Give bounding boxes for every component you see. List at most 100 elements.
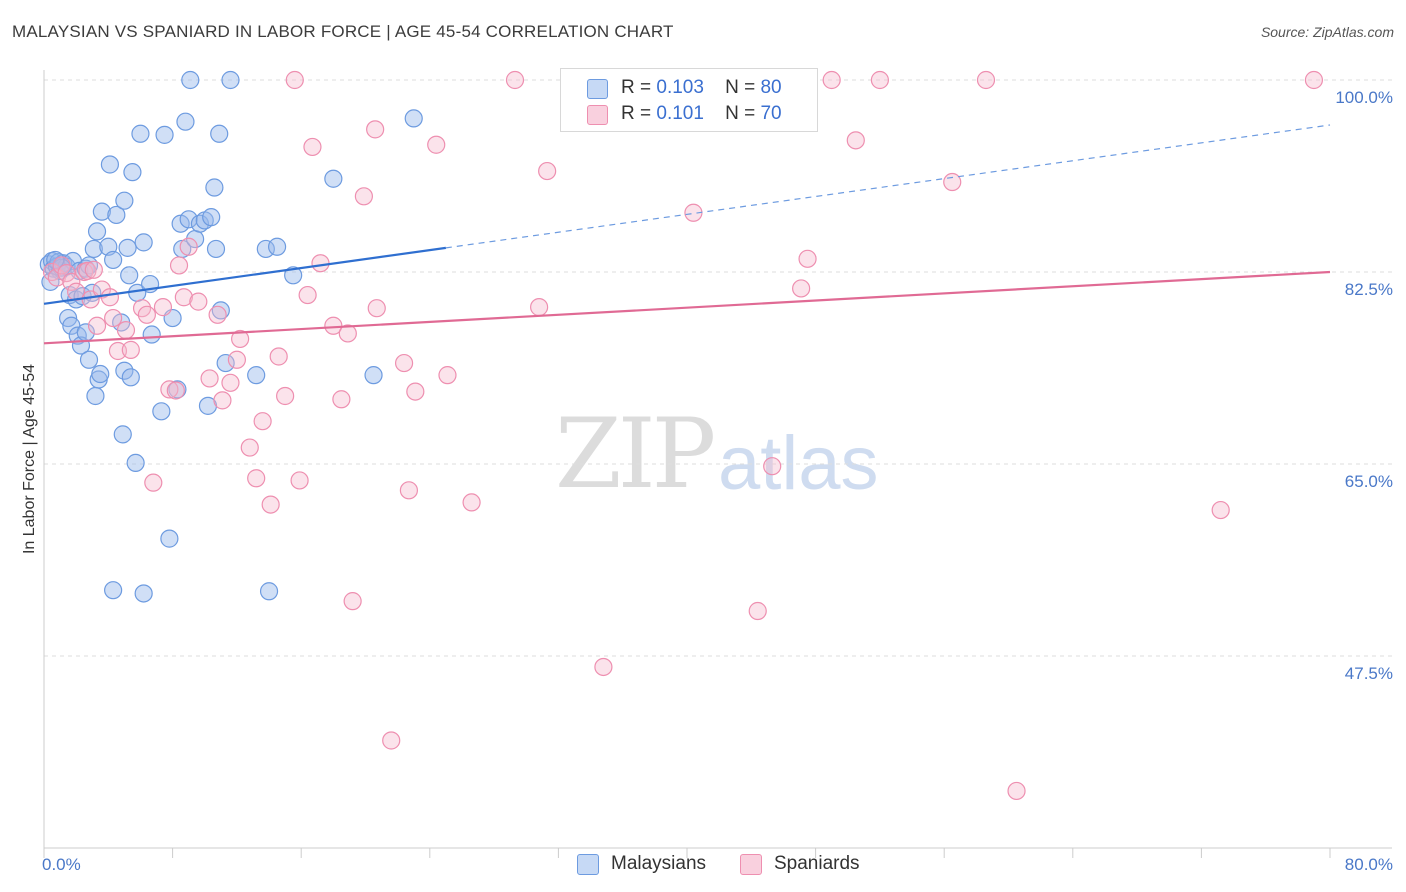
malaysian-point-20 [79,350,99,369]
chart-source: Source: ZipAtlas.com [1260,24,1394,40]
spaniard-point-18 [137,305,156,324]
spaniard-point-73 [976,70,996,90]
spaniard-point-50 [367,299,386,318]
legend-n-value: 80 [760,77,782,98]
y-tick-label-0: 100.0% [1335,88,1393,107]
malaysian-point-68 [134,584,153,603]
malaysian-point-30 [107,205,126,225]
spaniard-point-4 [62,272,81,291]
malaysian-point-44 [152,402,171,421]
spaniard-point-52 [394,353,414,373]
spaniard-point-34 [247,469,266,488]
malaysian-point-63 [221,70,240,90]
spaniard-point-40 [290,471,309,490]
malaysian-point-52 [179,210,198,229]
spaniard-point-36 [261,495,280,514]
malaysian-point-57 [202,208,221,227]
malaysian-point-76 [404,109,423,128]
legend-n-value: 70 [760,103,782,124]
spaniard-point-54 [406,382,425,401]
spaniard-point-12 [100,288,120,307]
spaniard-point-69 [822,70,841,90]
legend-text-malaysians: R = 0.103 N = 80 [621,77,782,99]
malaysian-point-32 [115,191,134,210]
malaysian-point-67 [104,581,123,600]
bottom-legend-label-malaysians: Malaysians [611,853,707,874]
legend-text-spaniards: R = 0.101 N = 70 [621,103,782,125]
malaysian-point-50 [176,112,195,131]
malaysian-point-64 [126,453,145,473]
spaniard-point-15 [116,321,136,340]
spaniard-point-46 [338,324,357,343]
spaniard-point-59 [530,298,549,317]
spaniard-point-35 [253,412,272,431]
y-tick-label-2: 65.0% [1345,472,1393,491]
malaysian-point-59 [206,239,226,259]
malaysian-point-25 [87,222,107,241]
spaniard-point-53 [399,481,419,500]
spaniard-point-55 [427,135,446,154]
spaniard-point-47 [343,592,362,611]
spaniard-point-51 [382,731,401,750]
x-tick-label-0: 0.0% [42,855,81,874]
malaysian-point-75 [364,366,383,385]
y-tick-label-1: 82.5% [1345,280,1393,299]
malaysian-point-29 [104,250,123,270]
spaniard-point-16 [121,340,140,359]
spaniard-point-42 [303,137,322,157]
spaniard-point-33 [240,438,259,457]
x-tick-label-1: 80.0% [1345,855,1393,874]
spaniard-point-9 [84,260,103,279]
spaniard-point-60 [538,161,557,181]
spaniard-point-20 [153,298,173,317]
legend-swatch-spaniards [587,105,608,125]
malaysian-point-71 [259,582,279,601]
spaniard-point-7 [78,261,97,281]
spaniard-point-76 [1304,70,1324,90]
bottom-legend-swatch-spaniards [740,854,762,875]
spaniard-point-32 [231,329,250,349]
bottom-legend-swatch-malaysians [577,854,599,875]
legend-r-value: 0.103 [656,77,704,98]
y-tick-label-3: 47.5% [1345,664,1393,683]
spaniard-point-74 [1007,781,1026,801]
malaysian-point-73 [284,266,303,285]
spaniard-point-13 [104,308,123,328]
spaniard-point-31 [227,350,246,369]
spaniard-point-3 [57,263,76,283]
spaniard-point-71 [870,70,890,90]
spaniard-point-62 [594,657,613,677]
spaniard-point-26 [189,292,208,311]
malaysian-point-58 [205,178,224,197]
malaysian-point-41 [121,368,140,387]
stats-legend: R = 0.103 N = 80 R = 0.101 N = 70 [560,68,818,132]
malaysian-point-37 [131,124,150,143]
spaniard-point-28 [208,305,227,324]
malaysian-point-24 [91,364,110,384]
spaniard-point-0 [42,262,62,282]
malaysian-point-70 [256,239,275,259]
spaniard-point-39 [285,70,304,90]
legend-n-label: N = [725,103,756,124]
spaniard-point-27 [200,369,219,388]
spaniard-point-67 [792,279,811,298]
spaniard-point-22 [166,381,185,400]
malaysians-trend-line [43,246,447,305]
spaniard-point-75 [1211,500,1230,520]
spaniard-point-10 [87,316,107,335]
malaysian-point-33 [118,238,137,257]
spaniard-point-65 [748,601,767,621]
malaysian-point-62 [216,353,235,373]
malaysian-point-74 [324,169,343,188]
spaniard-point-66 [763,457,782,476]
malaysian-point-66 [160,529,179,548]
spaniard-point-68 [798,249,817,268]
spaniard-point-57 [462,493,481,512]
legend-swatch-malaysians [587,79,608,99]
spaniard-point-45 [332,390,351,409]
spaniard-point-70 [846,131,865,150]
spaniard-point-43 [311,254,330,273]
watermark-zip: ZIP [555,398,716,510]
spaniard-point-25 [179,237,198,256]
